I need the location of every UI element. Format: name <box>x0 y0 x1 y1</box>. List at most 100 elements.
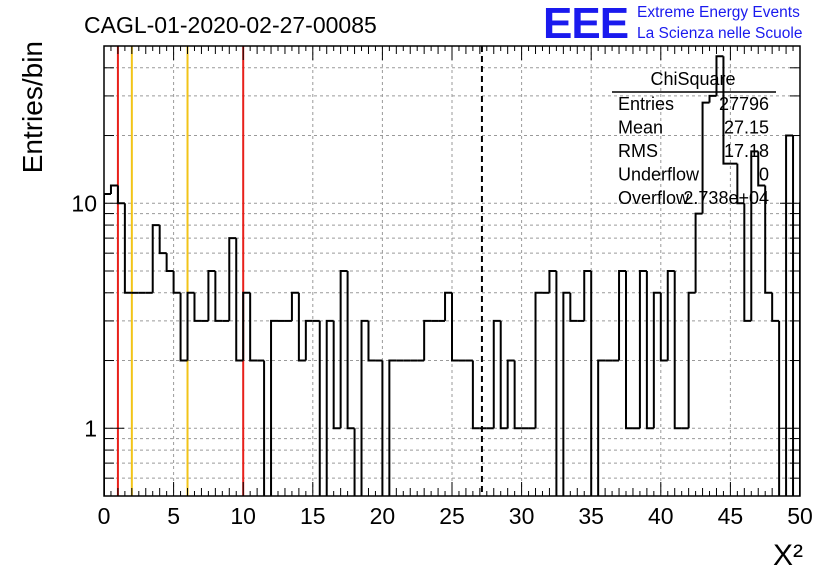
x-tick-label: 5 <box>167 503 180 529</box>
reference-lines <box>116 46 483 496</box>
histogram-bin <box>158 225 167 255</box>
histogram-bin <box>708 94 717 103</box>
x-tick-label: 10 <box>230 503 256 529</box>
stats-row-label: Mean <box>618 118 663 138</box>
histogram-bin <box>534 291 543 429</box>
histogram-bin <box>151 224 160 293</box>
histogram-bin <box>778 320 781 496</box>
histogram-bin <box>764 185 773 294</box>
histogram-bin <box>179 292 188 362</box>
stats-row-value: 0 <box>759 165 769 185</box>
x-tick-label: 35 <box>578 503 604 529</box>
histogram-bin <box>492 319 501 429</box>
histogram-bin <box>555 271 558 496</box>
histogram-bin <box>353 428 356 496</box>
histogram-bin <box>104 192 111 496</box>
eee-logo-line2: La Scienza nelle Scuole <box>637 25 803 42</box>
y-axis-label: Entries/bin <box>17 41 48 173</box>
x-tick-label: 0 <box>98 503 111 529</box>
histogram-bin <box>625 271 633 430</box>
histogram-bin <box>736 163 745 205</box>
histogram-bin <box>109 184 118 194</box>
histogram-bin <box>618 270 626 361</box>
histogram-bin <box>297 292 306 362</box>
histogram-bin <box>659 292 668 362</box>
histogram-bin <box>666 270 675 361</box>
x-tick-label: 50 <box>787 503 813 529</box>
histogram-bin <box>548 270 557 293</box>
histogram-bin <box>207 270 216 321</box>
x-axis-label: X² <box>773 539 803 572</box>
histogram-bin <box>186 291 195 361</box>
histogram-bin <box>263 360 266 496</box>
eee-logo: EEE Extreme Energy Events La Scienza nel… <box>543 2 833 46</box>
histogram-bin <box>228 237 237 321</box>
histogram-bin <box>562 291 571 496</box>
histogram-bin <box>360 319 369 496</box>
histogram-bin <box>290 291 299 321</box>
histogram-bin <box>388 359 397 496</box>
histogram-bin <box>638 270 647 429</box>
eee-logo-mark: EEE <box>543 0 629 48</box>
histogram-bin <box>381 360 384 496</box>
stats-row-value: 17.18 <box>724 141 769 161</box>
x-tick-label: 40 <box>648 503 674 529</box>
histogram-bin <box>771 292 780 322</box>
histogram-bin <box>583 270 592 321</box>
histogram-bin <box>172 271 181 294</box>
histogram-bin <box>792 135 795 496</box>
histogram-bin <box>743 203 752 322</box>
histogram-bin <box>785 134 794 496</box>
eee-logo-line1: Extreme Energy Events <box>637 4 800 21</box>
histogram-bin <box>214 271 223 322</box>
axes-frame: 0 5 10 15 20 25 30 35 40 45 50 1 10 <box>71 45 813 529</box>
stats-row-value: 27796 <box>719 94 769 114</box>
stats-row-label: Overflow <box>618 188 690 208</box>
histogram-bin <box>235 238 244 362</box>
histogram-bin <box>325 319 334 496</box>
stats-title: ChiSquare <box>650 69 735 89</box>
histogram-bin <box>123 203 132 294</box>
histogram-bin <box>242 291 251 361</box>
histogram-bin <box>116 185 125 205</box>
x-tick-label: 15 <box>300 503 326 529</box>
histogram-bin <box>346 271 355 430</box>
stats-row-label: Entries <box>618 94 674 114</box>
y-tick-label: 10 <box>71 190 97 216</box>
histogram-bin <box>332 320 341 430</box>
stats-row-label: RMS <box>618 141 658 161</box>
histogram-bin <box>694 212 703 293</box>
histogram-bin <box>807 203 814 213</box>
y-tick-label: 1 <box>84 415 97 441</box>
histogram-bin <box>569 292 578 322</box>
histogram-bin <box>367 320 376 362</box>
histogram-bin <box>799 202 800 496</box>
histogram-bin <box>652 291 661 429</box>
stats-row-value: 27.15 <box>724 118 769 138</box>
x-tick-label: 45 <box>718 503 744 529</box>
x-tick-label: 30 <box>509 503 535 529</box>
histogram-bin <box>757 151 766 187</box>
stats-row-label: Underflow <box>618 165 700 185</box>
histogram-bin <box>750 150 759 321</box>
chart-title: CAGL-01-2020-02-27-00085 <box>84 12 377 38</box>
x-tick-label: 20 <box>370 503 396 529</box>
stats-row-value: 2.738e+04 <box>683 188 769 208</box>
histogram-bin <box>304 319 313 361</box>
x-tick-label: 25 <box>439 503 465 529</box>
histogram-bin <box>590 271 593 496</box>
histogram-bin <box>318 320 321 496</box>
histogram-bin <box>645 271 654 430</box>
histogram-bin <box>513 360 522 430</box>
histogram-bin <box>444 291 452 321</box>
histogram-bin <box>423 319 432 361</box>
histogram-bin <box>193 292 202 322</box>
histogram-bin <box>597 359 606 496</box>
histogram-bin <box>165 253 174 272</box>
histogram-bin <box>471 360 480 430</box>
histogram-bin <box>339 270 348 429</box>
histogram-bin <box>249 292 258 362</box>
histogram-bin <box>687 291 696 429</box>
histogram-bin <box>499 320 508 430</box>
